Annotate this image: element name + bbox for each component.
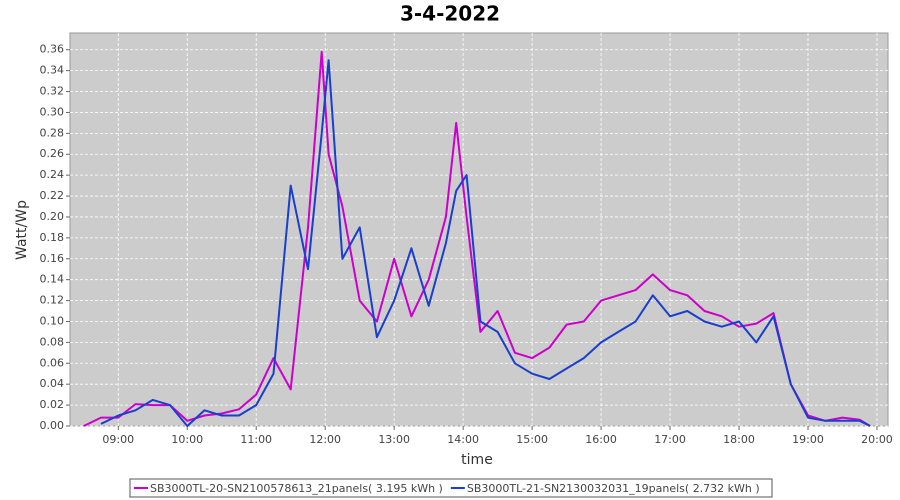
y-tick-label: 0.04 (40, 377, 65, 390)
plot-area (69, 32, 889, 427)
legend-label: SB3000TL-20-SN2100578613_21panels( 3.195… (150, 482, 443, 495)
y-axis-label: Watt/Wp (14, 200, 30, 260)
x-tick-label: 16:00 (585, 433, 617, 446)
y-tick-label: 0.02 (40, 398, 65, 411)
y-tick-label: 0.00 (40, 419, 65, 432)
y-tick-label: 0.22 (40, 189, 65, 202)
y-tick-label: 0.34 (40, 64, 65, 77)
x-tick-label: 20:00 (861, 433, 893, 446)
legend-label: SB3000TL-21-SN2130032031_19panels( 2.732… (467, 482, 760, 495)
series-line (100, 59, 871, 427)
y-tick-label: 0.30 (40, 105, 65, 118)
y-tick-label: 0.26 (40, 147, 65, 160)
x-tick-label: 11:00 (240, 433, 272, 446)
y-tick-label: 0.20 (40, 210, 65, 223)
x-tick-label: 10:00 (171, 433, 203, 446)
y-tick-label: 0.32 (40, 85, 65, 98)
x-tick-label: 17:00 (654, 433, 686, 446)
x-tick-label: 13:00 (378, 433, 410, 446)
y-tick-label: 0.28 (40, 126, 65, 139)
y-tick-label: 0.12 (40, 294, 65, 307)
y-tick-label: 0.06 (40, 356, 65, 369)
y-tick-label: 0.16 (40, 252, 65, 265)
chart-title: 3-4-2022 (400, 2, 500, 26)
y-tick-label: 0.10 (40, 314, 65, 327)
x-tick-label: 19:00 (792, 433, 824, 446)
y-tick-label: 0.18 (40, 231, 65, 244)
y-tick-label: 0.24 (40, 168, 65, 181)
x-tick-label: 15:00 (516, 433, 548, 446)
y-tick-label: 0.08 (40, 335, 65, 348)
y-tick-label: 0.14 (40, 273, 65, 286)
series-line (83, 50, 871, 427)
y-tick-label: 0.36 (40, 43, 65, 56)
x-tick-label: 18:00 (723, 433, 755, 446)
x-tick-label: 14:00 (447, 433, 479, 446)
x-tick-label: 09:00 (102, 433, 134, 446)
x-tick-label: 12:00 (309, 433, 341, 446)
x-axis-label: time (461, 452, 493, 468)
